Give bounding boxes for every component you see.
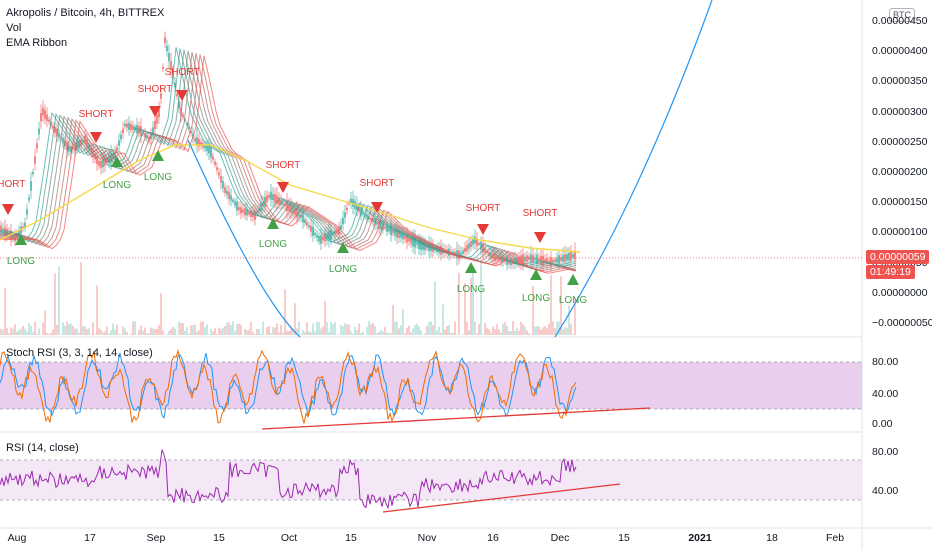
price-tick: 0.00000400 — [872, 45, 928, 57]
time-tick: 18 — [766, 532, 778, 544]
ema-long-line — [0, 144, 581, 253]
short-arrow-icon — [534, 232, 546, 243]
time-tick: Aug — [7, 532, 27, 544]
price-tick: 0.00000250 — [872, 136, 928, 148]
time-tick: 15 — [618, 532, 630, 544]
long-arrow-icon — [111, 156, 123, 167]
time-tick: 16 — [487, 532, 499, 544]
stoch-band — [0, 362, 862, 409]
rsi-tick-40: 40.00 — [872, 485, 899, 497]
time-tick: 15 — [213, 532, 225, 544]
long-signal-label: LONG — [457, 284, 486, 295]
ema-ribbon-label[interactable]: EMA Ribbon — [6, 37, 68, 49]
price-tick: 0.00000200 — [872, 166, 928, 178]
short-arrow-icon — [149, 106, 161, 117]
long-arrow-icon — [567, 274, 579, 285]
time-tick: 2021 — [688, 532, 712, 544]
price-tick: 0.00000100 — [872, 226, 928, 238]
time-tick: Oct — [280, 532, 298, 544]
price-tick: 0.00000000 — [872, 287, 928, 299]
long-signal-label: LONG — [559, 295, 588, 306]
time-tick: Sep — [146, 532, 166, 544]
long-signal-label: LONG — [103, 180, 132, 191]
short-arrow-icon — [90, 132, 102, 143]
time-tick: Feb — [825, 532, 845, 544]
long-arrow-icon — [337, 242, 349, 253]
short-signal-label: SHORT — [523, 208, 558, 219]
symbol-title[interactable]: Akropolis / Bitcoin, 4h, BITTREX — [6, 7, 165, 19]
time-tick: Nov — [417, 532, 437, 544]
short-arrow-icon — [371, 202, 383, 213]
short-arrow-icon — [176, 90, 188, 101]
time-tick: Dec — [550, 532, 570, 544]
long-arrow-icon — [465, 262, 477, 273]
price-tick: 0.00000350 — [872, 75, 928, 87]
short-signal-label: SHORT — [466, 203, 501, 214]
rsi-line — [0, 449, 577, 510]
rsi-trendline — [382, 483, 621, 513]
short-signal-label: SHORT — [79, 109, 114, 120]
long-arrow-icon — [152, 150, 164, 161]
vol-indicator-label[interactable]: Vol — [6, 22, 22, 34]
short-signal-label: SHORT — [360, 178, 395, 189]
chart-legend: Akropolis / Bitcoin, 4h, BITTREX Vol EMA… — [6, 6, 164, 51]
stoch-trendline — [261, 407, 651, 430]
time-tick: 17 — [84, 532, 96, 544]
price-candles — [0, 31, 576, 272]
stoch-rsi-lines — [0, 348, 577, 424]
rsi-tick-80: 80.00 — [872, 446, 899, 458]
long-arrow-icon — [267, 218, 279, 229]
signal-markers: SHORT SHORT SHORT SHORT SHORT SHORT SHORT SHORT… — [0, 67, 587, 306]
long-arrow-icon — [15, 234, 27, 245]
volume-bars — [0, 260, 576, 335]
long-arrow-icon — [530, 269, 542, 280]
price-tick: 0.00000300 — [872, 106, 928, 118]
stoch-tick-0: 0.00 — [872, 418, 893, 430]
price-tick: −0.00000050 — [872, 317, 932, 329]
long-signal-label: LONG — [522, 293, 551, 304]
currency-badge[interactable]: BTC — [889, 8, 915, 22]
short-signal-label: SHORT — [138, 84, 173, 95]
last-price-badge: 0.00000059 — [866, 250, 930, 264]
time-tick: 15 — [345, 532, 357, 544]
short-arrow-icon — [477, 224, 489, 235]
short-signal-label: SHORT — [0, 179, 25, 190]
candle-countdown: 01:49:19 — [866, 265, 915, 279]
stoch-tick-40: 40.00 — [872, 388, 899, 400]
parabola-curve — [187, 0, 713, 338]
long-signal-label: LONG — [329, 264, 358, 275]
long-signal-label: LONG — [259, 239, 288, 250]
stoch-rsi-label[interactable]: Stoch RSI (3, 3, 14, 14, close) — [6, 347, 153, 359]
stoch-tick-80: 80.00 — [872, 356, 899, 368]
ema-ribbon — [0, 47, 577, 274]
rsi-band — [0, 460, 862, 500]
short-arrow-icon — [2, 204, 14, 215]
short-arrow-icon — [277, 182, 289, 193]
short-signal-label: SHORT — [266, 160, 301, 171]
short-signal-label: SHORT — [165, 67, 200, 78]
long-signal-label: LONG — [144, 172, 173, 183]
price-tick: 0.00000150 — [872, 196, 928, 208]
rsi-label[interactable]: RSI (14, close) — [6, 442, 79, 454]
price-tick: 0.00000450 — [872, 15, 928, 27]
long-signal-label: LONG — [7, 256, 36, 267]
